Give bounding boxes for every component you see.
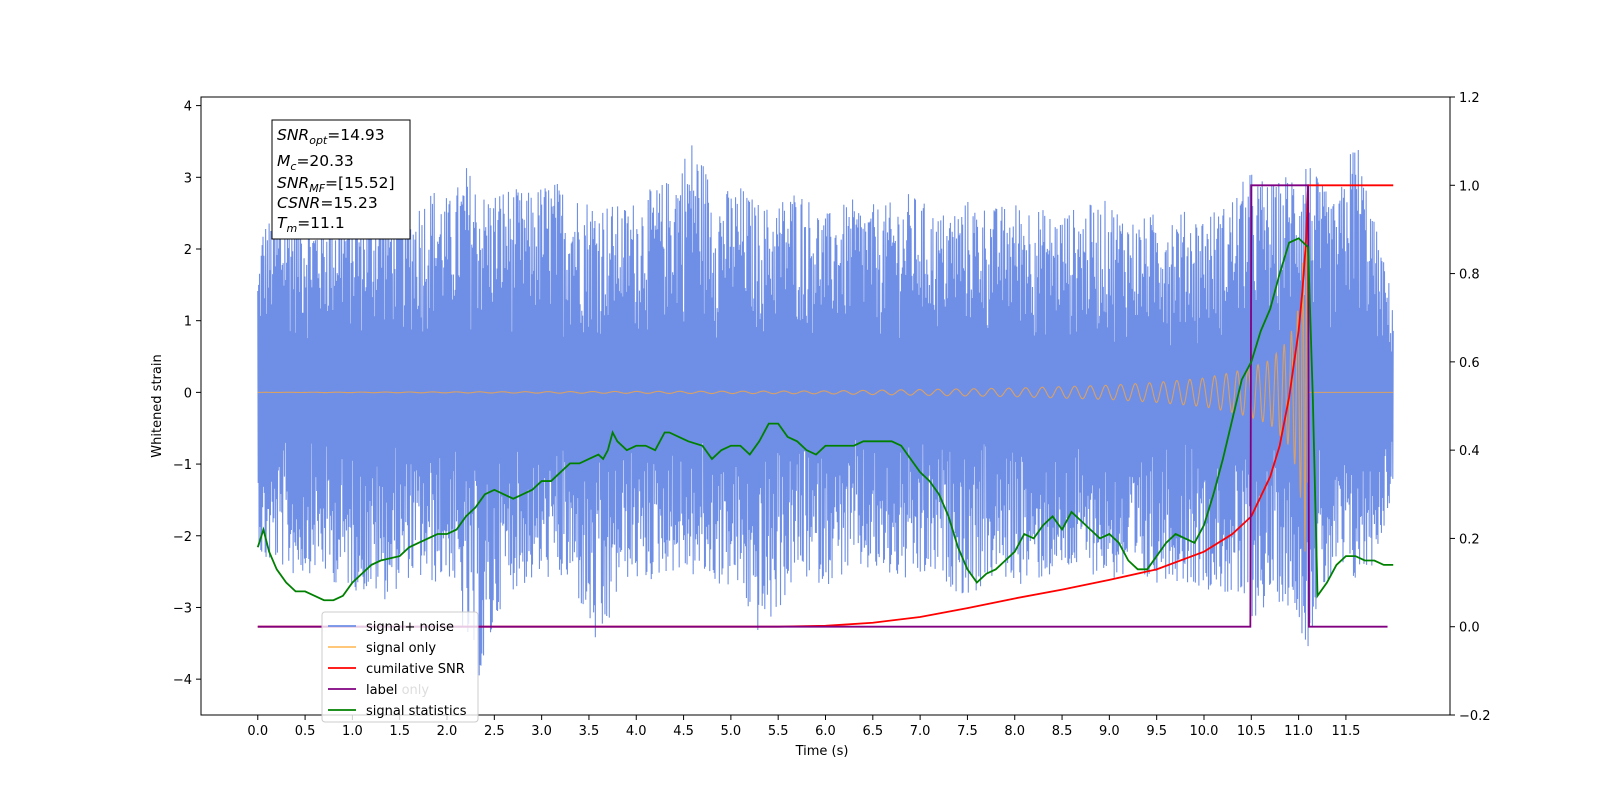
info-mc-base: M (277, 152, 290, 170)
info-tm: Tm=11.1 (277, 214, 345, 235)
y-axis-left: −4 −3 −2 −1 0 1 2 3 4 (173, 100, 201, 688)
info-csnr-base: CSNR (277, 194, 320, 212)
info-tm-base: T (277, 214, 288, 232)
series-signal-noise-line (257, 145, 1394, 676)
x-tick-label: 11.0 (1284, 724, 1313, 739)
series-cumulative-snr-line (257, 184, 1394, 628)
y-axis-title: Whitened strain (150, 354, 165, 457)
y-tick-label: −2 (173, 530, 192, 545)
legend-label: cumilative SNR (366, 662, 465, 677)
x-tick-label: 7.0 (910, 724, 931, 739)
info-snr-opt-value: =14.93 (327, 126, 384, 144)
info-csnr: CSNR=15.23 (277, 194, 378, 212)
x-tick-label: 0.0 (247, 724, 268, 739)
x-tick-label: 4.0 (626, 724, 647, 739)
y2-tick-label: 1.0 (1459, 179, 1480, 194)
x-tick-label: 1.0 (342, 724, 363, 739)
y2-tick-label: 0.8 (1459, 268, 1480, 283)
y-tick-label: 3 (184, 171, 192, 186)
x-tick-label: 10.5 (1237, 724, 1266, 739)
y2-tick-label: 1.2 (1459, 91, 1480, 106)
y2-tick-label: 0.0 (1459, 621, 1480, 636)
y2-tick-label: 0.4 (1459, 444, 1480, 459)
info-snr-opt: SNRopt=14.93 (277, 126, 385, 147)
x-tick-label: 9.0 (1099, 724, 1120, 739)
x-tick-label: 2.0 (437, 724, 458, 739)
y-tick-label: −4 (173, 673, 192, 688)
legend-label: signal statistics (366, 704, 467, 719)
series-signal-only-line (257, 209, 1394, 552)
info-snr-mf-base: SNR (277, 174, 309, 192)
x-tick-label: 2.5 (484, 724, 505, 739)
y-tick-label: 0 (184, 386, 192, 401)
x-tick-label: 3.0 (531, 724, 552, 739)
y-tick-label: 2 (184, 243, 192, 258)
y2-tick-label: 0.2 (1459, 532, 1480, 547)
series-label-line (257, 184, 1388, 628)
legend-frame (321, 611, 479, 723)
x-tick-label: 5.5 (768, 724, 789, 739)
series-signal-statistics-line (256, 237, 1394, 602)
info-snr-mf: SNRMF=[15.52] (277, 174, 395, 195)
x-tick-label: 10.0 (1190, 724, 1219, 739)
y-tick-label: 1 (184, 315, 192, 330)
x-tick-label: 3.5 (579, 724, 600, 739)
x-tick-label: 5.0 (721, 724, 742, 739)
info-tm-value: =11.1 (297, 214, 345, 232)
series-layer (256, 145, 1394, 676)
x-axis-title: Time (s) (795, 744, 849, 759)
info-mc: Mc=20.33 (277, 152, 354, 173)
legend-hidden-label-only: label only (366, 683, 429, 698)
x-tick-label: 4.5 (673, 724, 694, 739)
y-tick-label: −3 (173, 601, 192, 616)
x-tick-label: 9.5 (1146, 724, 1167, 739)
x-tick-label: 0.5 (295, 724, 316, 739)
legend: label only signal+ noise signal only cumil… (321, 611, 479, 723)
y2-tick-label: 0.6 (1459, 356, 1480, 371)
x-tick-label: 8.0 (1004, 724, 1025, 739)
info-mc-value: =20.33 (296, 152, 353, 170)
x-tick-label: 8.5 (1052, 724, 1073, 739)
info-box: SNRopt=14.93 Mc=20.33 SNRMF=[15.52] CSNR… (271, 119, 411, 240)
info-snr-mf-sub: MF (309, 182, 325, 195)
legend-label: label (366, 683, 397, 698)
x-tick-label: 6.5 (862, 724, 883, 739)
x-tick-label: 6.0 (815, 724, 836, 739)
x-tick-label: 1.5 (389, 724, 410, 739)
y-axis-right: −0.2 0.0 0.2 0.4 0.6 0.8 1.0 1.2 (1450, 91, 1491, 724)
y-tick-label: −1 (173, 458, 192, 473)
x-tick-label: 11.5 (1331, 724, 1360, 739)
legend-label: signal+ noise (366, 620, 454, 635)
info-mc-sub: c (290, 160, 296, 173)
info-csnr-value: =15.23 (320, 194, 377, 212)
x-axis: 0.0 0.5 1.0 1.5 2.0 2.5 3.0 3.5 4.0 4.5 5.0 5.5 6.0 6… (247, 715, 1360, 739)
info-box-frame (271, 119, 411, 240)
info-tm-sub: m (286, 222, 297, 235)
info-snr-mf-value: =[15.52] (325, 174, 394, 192)
y-tick-label: 4 (184, 100, 192, 115)
y2-tick-label: −0.2 (1459, 709, 1491, 724)
legend-label: signal only (366, 641, 436, 656)
x-tick-label: 7.5 (957, 724, 978, 739)
info-snr-opt-base: SNR (277, 126, 309, 144)
info-snr-opt-sub: opt (309, 134, 328, 147)
